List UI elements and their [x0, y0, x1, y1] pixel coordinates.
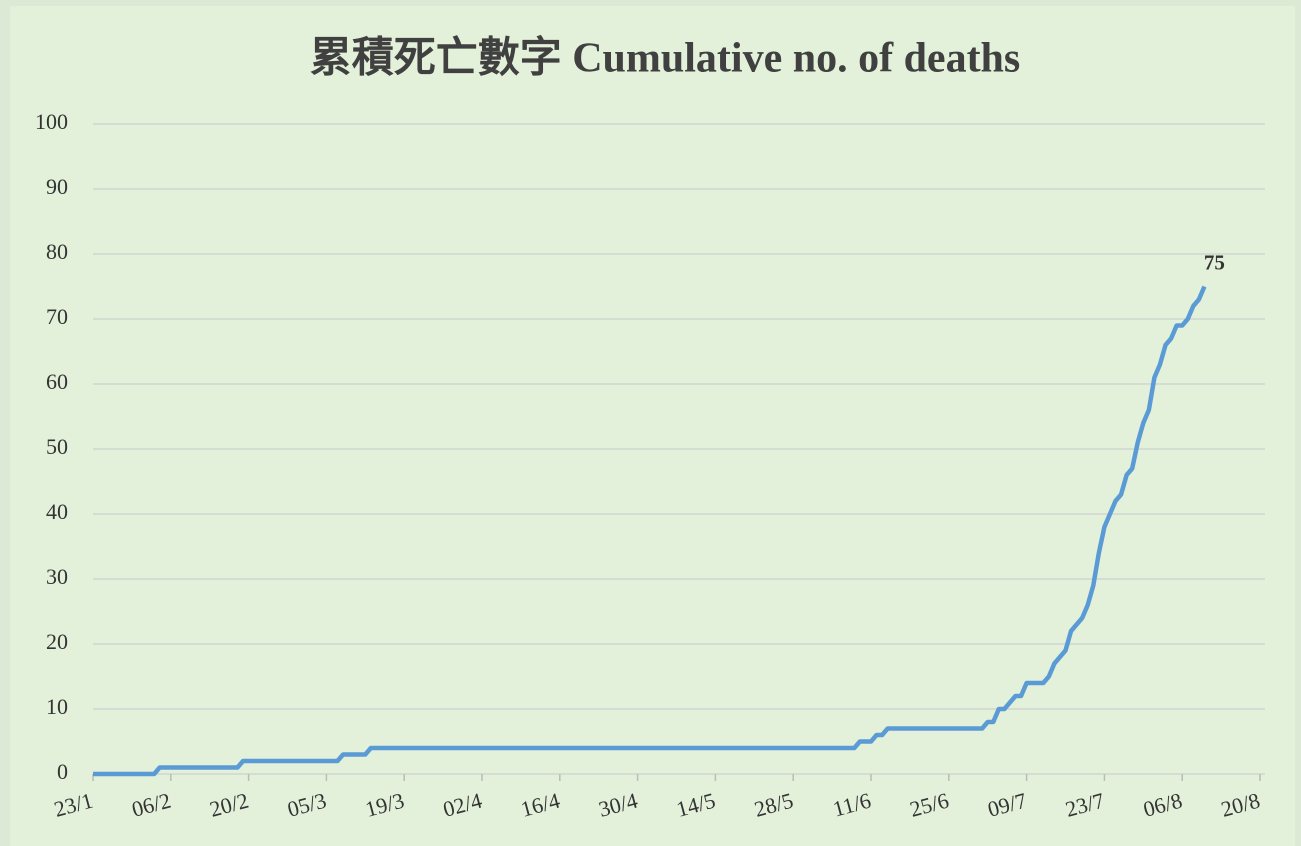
y-tick-label: 90: [46, 174, 68, 199]
y-tick-label: 100: [35, 109, 68, 134]
data-label: 75: [1204, 250, 1225, 274]
y-tick-label: 50: [46, 434, 68, 459]
y-tick-label: 80: [46, 239, 68, 264]
y-tick-label: 70: [46, 304, 68, 329]
y-tick-label: 20: [46, 629, 68, 654]
y-tick-label: 30: [46, 564, 68, 589]
chart-area: [10, 6, 1295, 846]
y-tick-label: 40: [46, 499, 68, 524]
chart-title: 累積死亡數字 Cumulative no. of deaths: [310, 35, 1021, 82]
y-tick-label: 60: [46, 369, 68, 394]
data-line: [93, 285, 1207, 777]
y-tick-label: 0: [57, 759, 68, 784]
y-tick-label: 10: [46, 694, 68, 719]
